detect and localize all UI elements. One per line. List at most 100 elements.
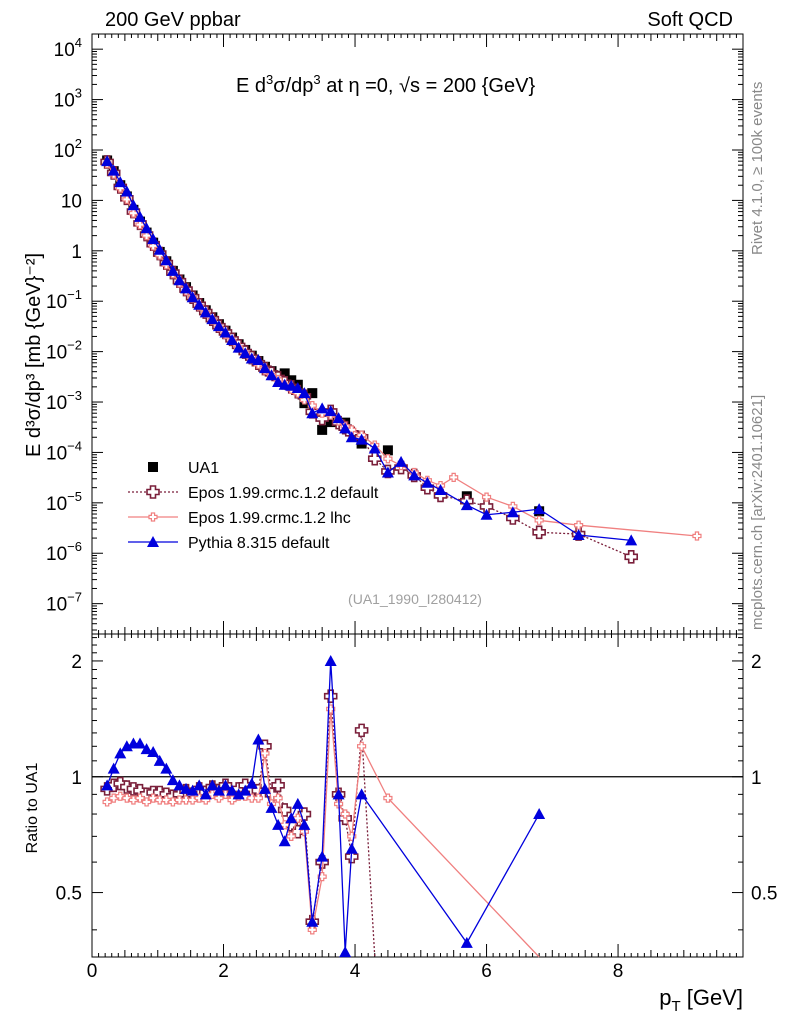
legend-label-epos_default: Epos 1.99.crmc.1.2 default (188, 485, 379, 502)
ratio-point-pythia (173, 779, 186, 791)
title-part-1: E d (236, 75, 266, 97)
point-pythia (212, 320, 225, 332)
ratio-point-epos_lhc (273, 793, 283, 803)
ratio-point-pythia (355, 788, 368, 800)
point-epos_lhc (481, 492, 492, 502)
legend-marker-pythia (147, 536, 159, 547)
chart-title: E d3σ/dp3 at η =0, √s = 200 {GeV} (236, 72, 535, 97)
ratio-frame (91, 633, 744, 958)
ratio-marks (100, 654, 546, 958)
point-epos_default (624, 550, 639, 564)
ratio-point-pythia (212, 784, 225, 796)
legend-marker-ua1 (148, 462, 158, 472)
point-pythia (160, 254, 173, 266)
ratio-point-pythia (101, 779, 114, 791)
ratio-point-epos_lhc (383, 793, 393, 803)
point-pythia (193, 298, 206, 310)
point-pythia (355, 433, 368, 445)
point-pythia (306, 407, 319, 419)
point-ua1 (325, 417, 336, 428)
point-pythia (140, 222, 153, 234)
ratio-point-pythia (206, 779, 219, 791)
point-pythia (173, 274, 186, 286)
point-pythia (345, 431, 358, 443)
ratio-point-pythia (193, 779, 206, 791)
ratio-point-epos_lhc (188, 795, 198, 805)
ratio-point-epos_lhc (207, 789, 217, 799)
point-pythia (316, 402, 329, 414)
main-ytick-label: 1 (71, 242, 82, 263)
point-epos_lhc (449, 472, 459, 482)
ratio-point-epos_default (297, 807, 312, 821)
x-axis-label: pT [GeV] (659, 985, 743, 1015)
main-ytick-label: 102 (54, 136, 82, 162)
ratio-point-epos_default (323, 689, 338, 703)
point-pythia (180, 282, 193, 294)
ratio-point-pythia (278, 835, 291, 847)
ratio-point-epos_lhc (109, 793, 119, 803)
ratio-point-epos_lhc (135, 793, 145, 803)
ratio-xtick-label: 4 (350, 961, 361, 982)
ratio-point-pythia (258, 782, 271, 794)
ratio-point-pythia (332, 788, 345, 800)
main-ylabel: E d³σ/dp³ [mb {GeV}⁻²] (23, 253, 45, 457)
point-pythia (153, 243, 166, 255)
ratio-ylabel: Ratio to UA1 (24, 763, 41, 854)
x-axis-label-sub: T (671, 998, 680, 1015)
point-ua1 (279, 368, 290, 379)
main-ytick-label: 10 (61, 191, 82, 212)
point-pythia (434, 483, 447, 495)
title-sup-1: 3 (266, 72, 273, 87)
point-epos_lhc (692, 531, 702, 541)
ratio-xtick-label: 6 (481, 961, 492, 982)
main-ytick-label: 103 (54, 86, 82, 112)
ratio-point-epos_lhc (122, 793, 132, 803)
point-epos_lhc (122, 194, 132, 204)
ratio-point-epos_lhc (194, 793, 204, 803)
ratio-point-epos_lhc (247, 793, 257, 803)
point-pythia (625, 534, 638, 546)
point-epos_default (367, 451, 382, 466)
point-epos_lhc (534, 515, 544, 525)
point-pythia (480, 508, 493, 520)
ratio-point-pythia (285, 812, 298, 824)
series-line-pythia (106, 160, 632, 542)
point-pythia (226, 334, 239, 346)
ratio-point-epos_default (277, 803, 292, 817)
ratio-point-epos_lhc (161, 795, 171, 805)
ratio-point-epos_default (271, 778, 285, 793)
point-pythia (219, 326, 232, 338)
point-pythia (252, 354, 265, 366)
point-pythia (107, 164, 120, 176)
ratio-ytick-label-right: 0.5 (751, 884, 777, 905)
ratio-point-pythia (298, 818, 311, 830)
legend: UA1 Epos 1.99.crmc.1.2 default Epos 1.99.c… (128, 460, 379, 552)
point-pythia (147, 233, 160, 245)
ratio-point-pythia (199, 788, 212, 800)
point-pythia (199, 306, 212, 318)
ratio-point-pythia (134, 737, 147, 749)
title-sup-2: 3 (313, 72, 320, 87)
ratio-xtick-label: 2 (218, 961, 229, 982)
ratio-xtick-label: 8 (613, 961, 624, 982)
point-pythia (134, 210, 147, 222)
ratio-point-pythia (166, 774, 179, 786)
ratio-point-pythia (186, 784, 199, 796)
x-axis-label-main: p (659, 985, 671, 1010)
ratio-point-pythia (291, 797, 304, 809)
legend-label-ua1: UA1 (188, 460, 219, 477)
point-pythia (114, 176, 127, 188)
point-pythia (368, 442, 381, 454)
ratio-point-pythia (533, 808, 546, 820)
point-pythia (127, 199, 140, 211)
analysis-watermark: (UA1_1990_I280412) (348, 591, 482, 607)
series-line-epos_lhc (106, 163, 698, 537)
ratio-point-epos_lhc (340, 809, 350, 819)
point-pythia (324, 405, 337, 417)
ratio-axes: 0 2 4 6 8 0.5 0.5 1 1 2 2 (56, 633, 777, 982)
ratio-ytick-label-right: 1 (751, 768, 762, 789)
main-ytick-label: 10−6 (46, 539, 82, 565)
ratio-point-pythia (316, 850, 329, 862)
ratio-point-epos_lhc (174, 795, 185, 805)
point-ua1 (382, 445, 393, 456)
